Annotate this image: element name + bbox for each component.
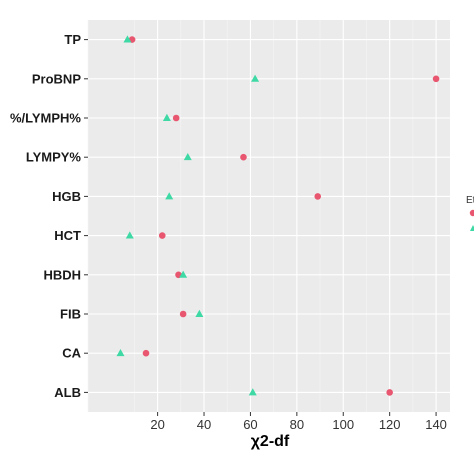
y-tick-label: HCT [54, 228, 81, 243]
triangle-point [125, 231, 134, 239]
x-tick-label: 140 [425, 417, 447, 432]
triangle-point [165, 192, 174, 200]
x-tick-label: 40 [197, 417, 211, 432]
x-tick-label: 120 [379, 417, 401, 432]
y-tick-label: CA [62, 346, 81, 361]
y-tick-label: ProBNP [32, 71, 81, 86]
circle-point [179, 310, 187, 318]
legend: Et [466, 195, 474, 231]
x-tick-label: 60 [243, 417, 257, 432]
x-axis: 20 40 60 80 100 120 140 [150, 412, 447, 432]
y-tick-label: %/LYMPH% [10, 111, 81, 126]
y-tick-label: HGB [52, 189, 81, 204]
y-tick-label: FIB [60, 307, 81, 322]
circle-point [240, 153, 247, 161]
triangle-point [183, 153, 192, 161]
triangle-point [116, 349, 125, 357]
legend-circle-marker [469, 209, 474, 217]
legend-title: Et [466, 195, 474, 206]
y-tick-label: HBDH [43, 267, 81, 282]
circle-point [172, 114, 180, 122]
circle-point [158, 232, 166, 239]
y-tick-label: TP [64, 32, 81, 47]
x-tick-label: 20 [150, 417, 164, 432]
circle-point [142, 349, 150, 357]
triangle-point [162, 113, 171, 121]
y-axis: TP ProBNP %/LYMPH% LYMPY% HGB HCT HBDH FIB CA ALB [10, 32, 88, 400]
x-axis-title: χ2-df [251, 433, 290, 450]
circle-point [314, 193, 322, 200]
y-tick-label: ALB [54, 385, 81, 400]
grid-lines [87, 20, 450, 412]
x-tick-label: 80 [290, 417, 304, 432]
circle-point [432, 75, 440, 83]
x-tick-label: 100 [332, 417, 354, 432]
triangle-point [195, 309, 204, 317]
triangle-point [251, 74, 260, 82]
data-points [116, 35, 440, 396]
triangle-point [248, 388, 257, 396]
triangle-point [123, 35, 132, 43]
triangle-point [179, 270, 188, 278]
y-tick-label: LYMPY% [26, 150, 82, 165]
circle-point [386, 389, 393, 396]
legend-triangle-marker [470, 225, 474, 231]
